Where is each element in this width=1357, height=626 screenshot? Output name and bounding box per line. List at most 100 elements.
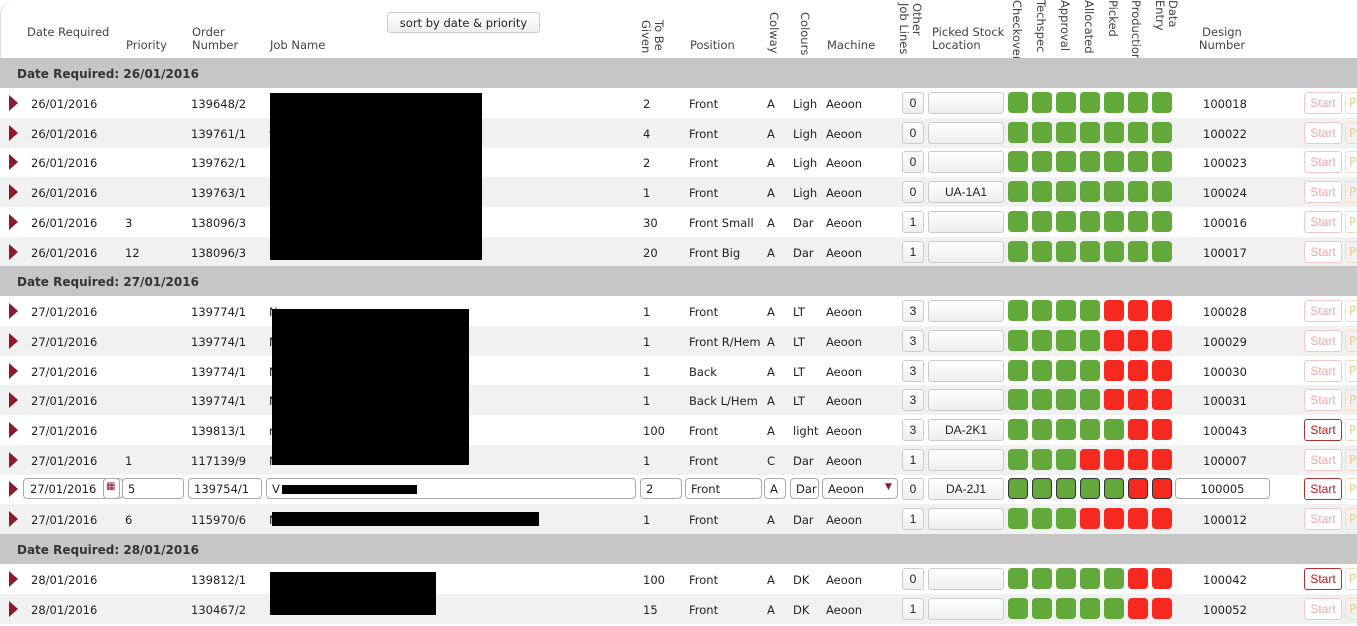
status-indicator[interactable] <box>1080 329 1100 351</box>
status-indicator[interactable] <box>1128 508 1148 530</box>
status-indicator[interactable] <box>1056 389 1076 411</box>
table-row[interactable]: 26/01/2016 3 138096/3 30 Front Small A Dar Aeoo… <box>0 207 1357 237</box>
status-indicator[interactable] <box>1008 478 1028 500</box>
order-input[interactable]: 139754/1 <box>188 478 262 500</box>
status-indicator[interactable] <box>1080 92 1100 113</box>
priority-input[interactable]: 5 <box>122 478 184 500</box>
status-indicator[interactable] <box>1104 329 1124 351</box>
start-button[interactable]: Start <box>1304 329 1342 352</box>
start-button[interactable]: Start <box>1304 300 1342 323</box>
status-indicator[interactable] <box>1008 300 1028 322</box>
other-job-lines-box[interactable]: 0 <box>902 151 924 174</box>
status-indicator[interactable] <box>1008 567 1028 589</box>
status-indicator[interactable] <box>1128 359 1148 381</box>
colours-input[interactable]: Dar <box>790 478 819 500</box>
status-indicator[interactable] <box>1152 240 1172 262</box>
status-indicator[interactable] <box>1152 121 1172 143</box>
status-indicator[interactable] <box>1032 567 1052 589</box>
expand-arrow-icon[interactable] <box>9 303 18 320</box>
start-button[interactable]: Start <box>1304 419 1342 441</box>
start-button[interactable]: Start <box>1304 567 1342 590</box>
expand-arrow-icon[interactable] <box>9 451 18 468</box>
status-indicator[interactable] <box>1080 210 1100 232</box>
status-indicator[interactable] <box>1032 329 1052 351</box>
picked-stock-location-box[interactable] <box>928 389 1004 412</box>
status-indicator[interactable] <box>1128 151 1148 173</box>
status-indicator[interactable] <box>1056 210 1076 232</box>
status-indicator[interactable] <box>1080 597 1100 619</box>
status-indicator[interactable] <box>1080 419 1100 440</box>
status-indicator[interactable] <box>1056 567 1076 589</box>
status-indicator[interactable] <box>1104 300 1124 322</box>
status-indicator[interactable] <box>1128 419 1148 440</box>
status-indicator[interactable] <box>1104 92 1124 113</box>
status-indicator[interactable] <box>1056 359 1076 381</box>
status-indicator[interactable] <box>1032 151 1052 173</box>
status-indicator[interactable] <box>1152 419 1172 440</box>
status-indicator[interactable] <box>1008 359 1028 381</box>
status-indicator[interactable] <box>1128 92 1148 113</box>
status-indicator[interactable] <box>1104 240 1124 262</box>
other-job-lines-box[interactable]: 1 <box>902 597 924 620</box>
expand-arrow-icon[interactable] <box>9 95 18 111</box>
picked-stock-location-box[interactable] <box>928 597 1004 620</box>
status-indicator[interactable] <box>1032 419 1052 440</box>
picked-stock-location-box[interactable] <box>928 567 1004 590</box>
secondary-button[interactable]: P <box>1345 92 1357 114</box>
status-indicator[interactable] <box>1104 478 1124 500</box>
status-indicator[interactable] <box>1152 448 1172 470</box>
start-button[interactable]: Start <box>1304 240 1342 263</box>
status-indicator[interactable] <box>1104 597 1124 619</box>
status-indicator[interactable] <box>1152 210 1172 232</box>
status-indicator[interactable] <box>1104 121 1124 143</box>
secondary-button[interactable]: P <box>1345 240 1357 263</box>
status-indicator[interactable] <box>1152 359 1172 381</box>
status-indicator[interactable] <box>1056 329 1076 351</box>
table-row[interactable]: 27/01/2016139774/1N1BackALTAeoon3100030S… <box>0 356 1357 386</box>
start-button[interactable]: Start <box>1304 210 1342 233</box>
position-input[interactable]: Front <box>685 478 762 500</box>
other-job-lines-box[interactable]: 3 <box>902 419 924 441</box>
status-indicator[interactable] <box>1128 210 1148 232</box>
picked-stock-location-box[interactable] <box>928 329 1004 352</box>
status-indicator[interactable] <box>1032 389 1052 411</box>
other-job-lines-box[interactable]: 1 <box>902 508 924 531</box>
status-indicator[interactable] <box>1008 448 1028 470</box>
design-number-input[interactable]: 100005 <box>1175 478 1270 500</box>
picked-stock-location-box[interactable] <box>928 300 1004 323</box>
other-job-lines-box[interactable]: 1 <box>902 210 924 233</box>
secondary-button[interactable]: P <box>1345 210 1357 233</box>
table-row[interactable]: 26/01/2016 139648/2 2 Front A Ligh Aeoon 0 10001… <box>0 88 1357 118</box>
status-indicator[interactable] <box>1008 121 1028 143</box>
status-indicator[interactable] <box>1128 121 1148 143</box>
status-indicator[interactable] <box>1152 389 1172 411</box>
status-indicator[interactable] <box>1080 151 1100 173</box>
status-indicator[interactable] <box>1128 389 1148 411</box>
status-indicator[interactable] <box>1080 181 1100 203</box>
picked-stock-location-box[interactable] <box>928 508 1004 531</box>
secondary-button[interactable]: P <box>1345 419 1357 441</box>
status-indicator[interactable] <box>1128 567 1148 589</box>
status-indicator[interactable] <box>1152 151 1172 173</box>
other-job-lines-box[interactable]: 0 <box>902 92 924 114</box>
secondary-button[interactable]: P <box>1345 597 1357 620</box>
sort-by-date-priority-button[interactable]: sort by date & priority <box>387 12 540 33</box>
picked-stock-location-box[interactable] <box>928 92 1004 114</box>
status-indicator[interactable] <box>1032 478 1052 500</box>
status-indicator[interactable] <box>1008 210 1028 232</box>
picked-stock-location-box[interactable] <box>928 448 1004 471</box>
other-job-lines-box[interactable]: 1 <box>902 240 924 263</box>
secondary-button[interactable]: P <box>1345 181 1357 204</box>
status-indicator[interactable] <box>1056 448 1076 470</box>
table-row[interactable]: 27/01/20161117139/9N1FrontCDarAeoon11000… <box>0 444 1357 475</box>
status-indicator[interactable] <box>1128 181 1148 203</box>
chevron-down-icon[interactable]: ▼ <box>885 482 892 493</box>
status-indicator[interactable] <box>1128 478 1148 500</box>
secondary-button[interactable]: P <box>1345 359 1357 382</box>
table-row[interactable]: 28/01/2016 130467/2 15 Front A DK Aeoon 1 100052… <box>0 593 1357 624</box>
machine-input[interactable]: Aeoon <box>822 478 898 500</box>
status-indicator[interactable] <box>1080 121 1100 143</box>
other-job-lines-box[interactable]: 0 <box>902 121 924 144</box>
